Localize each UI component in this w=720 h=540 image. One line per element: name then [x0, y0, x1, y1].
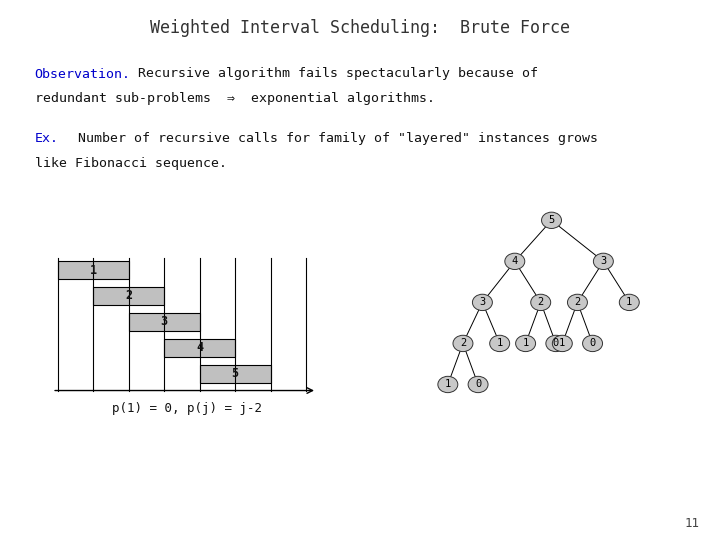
Text: redundant sub-problems  ⇒  exponential algorithms.: redundant sub-problems ⇒ exponential alg… — [35, 92, 435, 105]
Ellipse shape — [567, 294, 588, 310]
Text: like Fibonacci sequence.: like Fibonacci sequence. — [35, 157, 227, 170]
Text: 2: 2 — [575, 298, 580, 307]
Text: 0: 0 — [590, 339, 595, 348]
Text: 1: 1 — [559, 339, 565, 348]
Text: Observation.: Observation. — [35, 68, 130, 80]
Text: 1: 1 — [89, 264, 96, 276]
Ellipse shape — [453, 335, 473, 352]
Ellipse shape — [593, 253, 613, 269]
Text: Ex.: Ex. — [35, 132, 58, 145]
Text: 3: 3 — [600, 256, 606, 266]
Ellipse shape — [552, 335, 572, 352]
Text: 11: 11 — [685, 517, 700, 530]
Ellipse shape — [546, 335, 566, 352]
Text: 3: 3 — [161, 315, 168, 328]
Ellipse shape — [472, 294, 492, 310]
Ellipse shape — [438, 376, 458, 393]
Ellipse shape — [490, 335, 510, 352]
Text: 5: 5 — [232, 367, 239, 380]
Text: 4: 4 — [196, 341, 203, 354]
Bar — [199, 365, 271, 382]
Text: 3: 3 — [480, 298, 485, 307]
Text: 1: 1 — [523, 339, 528, 348]
Bar — [164, 339, 235, 356]
Ellipse shape — [531, 294, 551, 310]
Text: 1: 1 — [626, 298, 632, 307]
Bar — [58, 261, 129, 279]
Text: 0: 0 — [553, 339, 559, 348]
Bar — [129, 313, 199, 330]
Text: 1: 1 — [445, 380, 451, 389]
Ellipse shape — [516, 335, 536, 352]
Ellipse shape — [505, 253, 525, 269]
Text: 4: 4 — [512, 256, 518, 266]
Bar — [93, 287, 164, 305]
Ellipse shape — [619, 294, 639, 310]
Ellipse shape — [468, 376, 488, 393]
Text: 5: 5 — [549, 215, 554, 225]
Text: Recursive algorithm fails spectacularly because of: Recursive algorithm fails spectacularly … — [122, 68, 539, 80]
Text: Number of recursive calls for family of "layered" instances grows: Number of recursive calls for family of … — [62, 132, 598, 145]
Text: 2: 2 — [125, 289, 132, 302]
Text: 2: 2 — [538, 298, 544, 307]
Text: 0: 0 — [475, 380, 481, 389]
Text: 2: 2 — [460, 339, 466, 348]
Text: p(1) = 0, p(j) = j-2: p(1) = 0, p(j) = j-2 — [112, 402, 262, 415]
Ellipse shape — [541, 212, 562, 228]
Text: Weighted Interval Scheduling:  Brute Force: Weighted Interval Scheduling: Brute Forc… — [150, 19, 570, 37]
Text: 1: 1 — [497, 339, 503, 348]
Ellipse shape — [582, 335, 603, 352]
